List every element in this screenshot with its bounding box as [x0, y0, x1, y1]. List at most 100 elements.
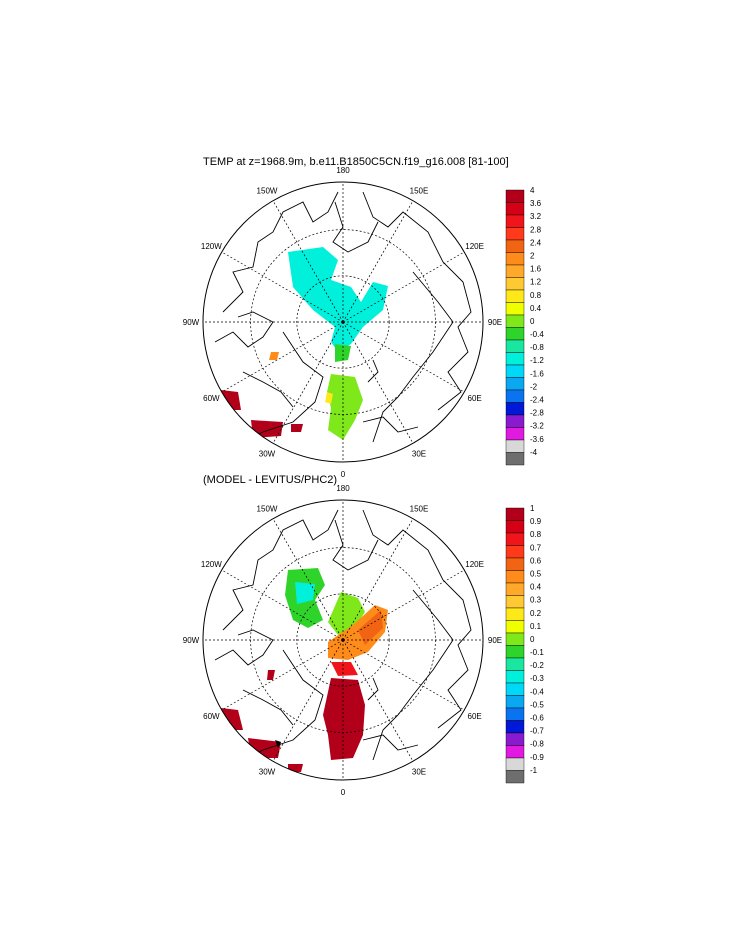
colorbar-swatch: [505, 414, 525, 428]
longitude-label: 60W: [203, 394, 220, 403]
colorbar-label: 3.6: [530, 199, 542, 208]
colorbar-swatch: [505, 364, 525, 378]
longitude-label: 150E: [410, 504, 429, 513]
colorbar-swatch: [505, 377, 525, 391]
field-region: [267, 670, 275, 680]
meridian: [221, 321, 344, 393]
colorbar-swatch: [505, 339, 525, 353]
colorbar-swatch: [505, 645, 525, 659]
field-region: [323, 678, 365, 760]
longitude-label: 30E: [412, 450, 426, 459]
coastline: [222, 191, 339, 313]
longitude-label: 60E: [468, 394, 482, 403]
colorbar-label: -2.4: [530, 396, 544, 405]
longitude-label: 90E: [488, 318, 502, 327]
colorbar-label: -3.6: [530, 435, 544, 444]
colorbar-label: -0.3: [530, 674, 544, 683]
colorbar-temperature: 4 3.6 3.2 2.8 2.4 2 1.6 1.2 0.8 0.4 0 -0.4 -0.8 -1.2 -…: [505, 186, 544, 466]
coastline: [362, 416, 419, 433]
meridian: [342, 251, 465, 323]
colorbar-label: 0.4: [530, 304, 542, 313]
colorbar-label: -4: [530, 448, 538, 457]
colorbar-label: 0.6: [530, 556, 542, 565]
field-region: [331, 662, 358, 676]
coastline: [214, 629, 274, 666]
colorbar-swatch: [505, 427, 525, 441]
colorbar-swatch: [505, 720, 525, 734]
colorbar-label: -0.9: [530, 753, 544, 762]
coastline: [362, 191, 472, 411]
colorbar-label: -0.1: [530, 648, 544, 657]
colorbar-swatch: [505, 757, 525, 771]
meridian: [342, 569, 465, 641]
coastline: [362, 734, 419, 751]
coastline: [372, 271, 454, 443]
longitude-label: 150E: [410, 186, 429, 195]
longitude-label: 30E: [412, 768, 426, 777]
colorbar-label: 0.2: [530, 609, 542, 618]
colorbar-label: -0.2: [530, 661, 544, 670]
colorbar-label: 1: [530, 504, 535, 513]
coastline: [214, 311, 274, 348]
panel-1-title: TEMP at z=1968.9m, b.e11.B1850C5CN.f19_g…: [203, 156, 509, 168]
meridian: [342, 639, 414, 762]
colorbar-swatch: [505, 732, 525, 746]
colorbar-label: -1: [530, 766, 538, 775]
colorbar-label: 0.3: [530, 596, 542, 605]
meridian: [221, 639, 344, 711]
field-region: [325, 392, 333, 404]
colorbar-swatch: [505, 214, 525, 228]
colorbar-swatch: [505, 695, 525, 709]
map-border: [202, 499, 484, 781]
field-region: [327, 374, 363, 440]
colorbar-label: 4: [530, 186, 535, 195]
colorbar-swatch: [505, 570, 525, 584]
colorbar-swatch: [505, 202, 525, 216]
polar-map-difference: 180 150E 120E 90E 60E 30E 0 30W 60W 90W 120W 150W: [183, 484, 502, 797]
meridian: [221, 251, 344, 323]
colorbar-swatch: [505, 302, 525, 316]
field-region: [221, 390, 241, 410]
colorbar-label: 2.4: [530, 238, 542, 247]
field-region: [295, 582, 315, 604]
colorbar-swatch: [505, 352, 525, 366]
longitude-label: 150W: [257, 186, 278, 195]
colorbar-label: 3.2: [530, 212, 542, 221]
colorbar-swatch: [505, 582, 525, 596]
colorbar-label: -2: [530, 382, 538, 391]
field-region: [251, 420, 283, 438]
meridian: [342, 200, 414, 323]
colorbar-swatch: [505, 545, 525, 559]
polar-map-temperature: 180 150E 120E 90E 60E 30E 0 30W 60W 90W 120W 150W: [183, 166, 502, 479]
colorbar-label: 0: [530, 635, 535, 644]
map-content: [203, 500, 483, 780]
colorbar-swatch: [505, 745, 525, 759]
field-region: [288, 764, 303, 772]
colorbar-swatch: [505, 452, 525, 466]
longitude-label: 30W: [259, 768, 276, 777]
colorbar-swatch: [505, 439, 525, 453]
colorbar-label: 0.9: [530, 517, 542, 526]
longitude-label: 120E: [465, 242, 484, 251]
colorbar-swatch: [505, 620, 525, 634]
field-region: [221, 708, 243, 730]
colorbar-swatch: [505, 657, 525, 671]
colorbar-label: -0.7: [530, 727, 544, 736]
longitude-label: 180: [336, 484, 350, 493]
colorbar-label: 0.8: [530, 291, 542, 300]
coastline: [362, 509, 472, 729]
longitude-label: 60W: [203, 712, 220, 721]
colorbar-swatch: [505, 595, 525, 609]
colorbar-swatch: [505, 289, 525, 303]
longitude-label: 150W: [257, 504, 278, 513]
colorbar-swatch: [505, 557, 525, 571]
colorbar-swatch: [505, 707, 525, 721]
colorbar-label: -2.8: [530, 409, 544, 418]
colorbar-swatch: [505, 314, 525, 328]
colorbar-label: 0.4: [530, 583, 542, 592]
colorbar-difference: 1 0.9 0.8 0.7 0.6 0.5 0.4 0.3 0.2 0.1 0 -0.1 -0.2 -0.…: [505, 504, 544, 784]
longitude-label: 0: [341, 788, 346, 797]
longitude-label: 30W: [259, 450, 276, 459]
